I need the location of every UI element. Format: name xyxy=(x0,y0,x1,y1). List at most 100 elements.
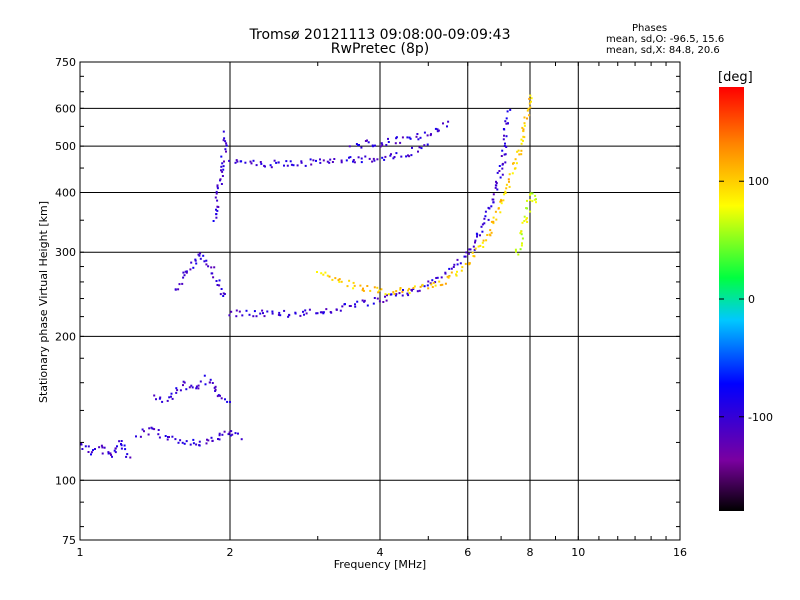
data-point xyxy=(255,164,258,167)
data-point xyxy=(399,288,402,291)
data-point xyxy=(215,208,217,211)
data-point xyxy=(519,232,522,235)
data-point xyxy=(468,248,471,251)
data-point xyxy=(382,301,385,303)
data-point xyxy=(299,314,302,317)
data-point xyxy=(188,386,191,389)
data-point xyxy=(90,453,92,456)
data-point xyxy=(309,158,312,161)
y-tick-label: 400 xyxy=(55,186,76,199)
data-point xyxy=(221,175,224,177)
data-point xyxy=(531,200,534,203)
data-point xyxy=(520,230,523,233)
data-point xyxy=(489,229,492,232)
data-point xyxy=(176,389,179,392)
data-point xyxy=(185,388,188,391)
data-point xyxy=(366,285,369,287)
data-point xyxy=(477,245,480,248)
data-point xyxy=(177,441,180,444)
data-point xyxy=(319,161,322,164)
data-point xyxy=(384,293,387,296)
data-point xyxy=(219,394,221,397)
data-point xyxy=(114,451,117,454)
data-point xyxy=(189,268,192,271)
data-point xyxy=(421,283,424,286)
data-point xyxy=(444,272,447,275)
data-point xyxy=(124,448,127,451)
data-point xyxy=(164,435,167,437)
data-point xyxy=(535,198,537,201)
data-point xyxy=(366,139,368,142)
colorbar-ticks: 100 0 -100 xyxy=(719,175,773,424)
data-point xyxy=(303,313,305,316)
data-point xyxy=(380,142,383,145)
data-point xyxy=(441,283,444,286)
data-point xyxy=(101,446,104,449)
data-point xyxy=(120,440,123,442)
data-point xyxy=(407,289,410,292)
data-point xyxy=(520,142,523,145)
data-point xyxy=(455,274,458,277)
data-point xyxy=(195,443,198,446)
data-point xyxy=(447,120,450,123)
data-point xyxy=(426,143,429,146)
data-point xyxy=(182,384,184,387)
data-point xyxy=(446,125,448,128)
data-point xyxy=(80,443,83,446)
chart-title: Tromsø 20121113 09:08:00-09:09:43 xyxy=(249,27,511,43)
data-point xyxy=(408,136,411,139)
data-point xyxy=(158,397,161,400)
data-point xyxy=(197,387,200,390)
data-point xyxy=(401,290,404,293)
data-point xyxy=(220,169,222,172)
data-point xyxy=(218,438,221,441)
data-point xyxy=(349,156,352,159)
data-point xyxy=(483,217,486,220)
data-point xyxy=(174,438,177,441)
data-point xyxy=(315,312,318,315)
colorbar-tick-label: -100 xyxy=(748,411,773,424)
data-point xyxy=(523,122,526,125)
data-point xyxy=(292,164,295,167)
data-point xyxy=(101,452,104,455)
data-point xyxy=(456,270,458,273)
data-point xyxy=(429,282,432,285)
data-point xyxy=(304,164,307,167)
data-point xyxy=(222,130,225,133)
data-point xyxy=(178,283,181,286)
data-point xyxy=(203,374,206,377)
data-point xyxy=(235,315,238,318)
data-point xyxy=(495,180,497,183)
data-point xyxy=(492,201,495,204)
data-point xyxy=(406,136,409,139)
data-point xyxy=(224,398,226,401)
y-tick-label: 100 xyxy=(55,474,76,487)
data-point xyxy=(237,432,239,435)
data-point xyxy=(153,428,156,431)
data-point xyxy=(126,453,129,456)
data-point xyxy=(376,158,379,161)
data-point xyxy=(427,280,430,283)
data-point xyxy=(217,206,220,208)
data-point xyxy=(213,386,216,389)
data-point xyxy=(279,314,282,317)
data-point xyxy=(431,286,434,288)
data-point xyxy=(352,159,355,161)
data-point xyxy=(340,280,343,283)
axis-ticks: 1 2 4 6 8 10 16 75 100 200 300 400 500 600 750 xyxy=(55,56,687,559)
data-point xyxy=(212,276,215,279)
data-point xyxy=(393,156,396,158)
data-point xyxy=(234,432,237,435)
data-point xyxy=(211,439,214,442)
data-point xyxy=(103,446,106,449)
data-point xyxy=(120,447,123,450)
data-point xyxy=(431,279,434,282)
data-point xyxy=(437,129,440,132)
data-point xyxy=(520,138,523,141)
data-point xyxy=(184,270,187,273)
data-point xyxy=(261,309,264,312)
data-point xyxy=(183,442,186,445)
data-point xyxy=(394,294,397,297)
data-point xyxy=(438,280,441,283)
data-point xyxy=(283,164,285,167)
